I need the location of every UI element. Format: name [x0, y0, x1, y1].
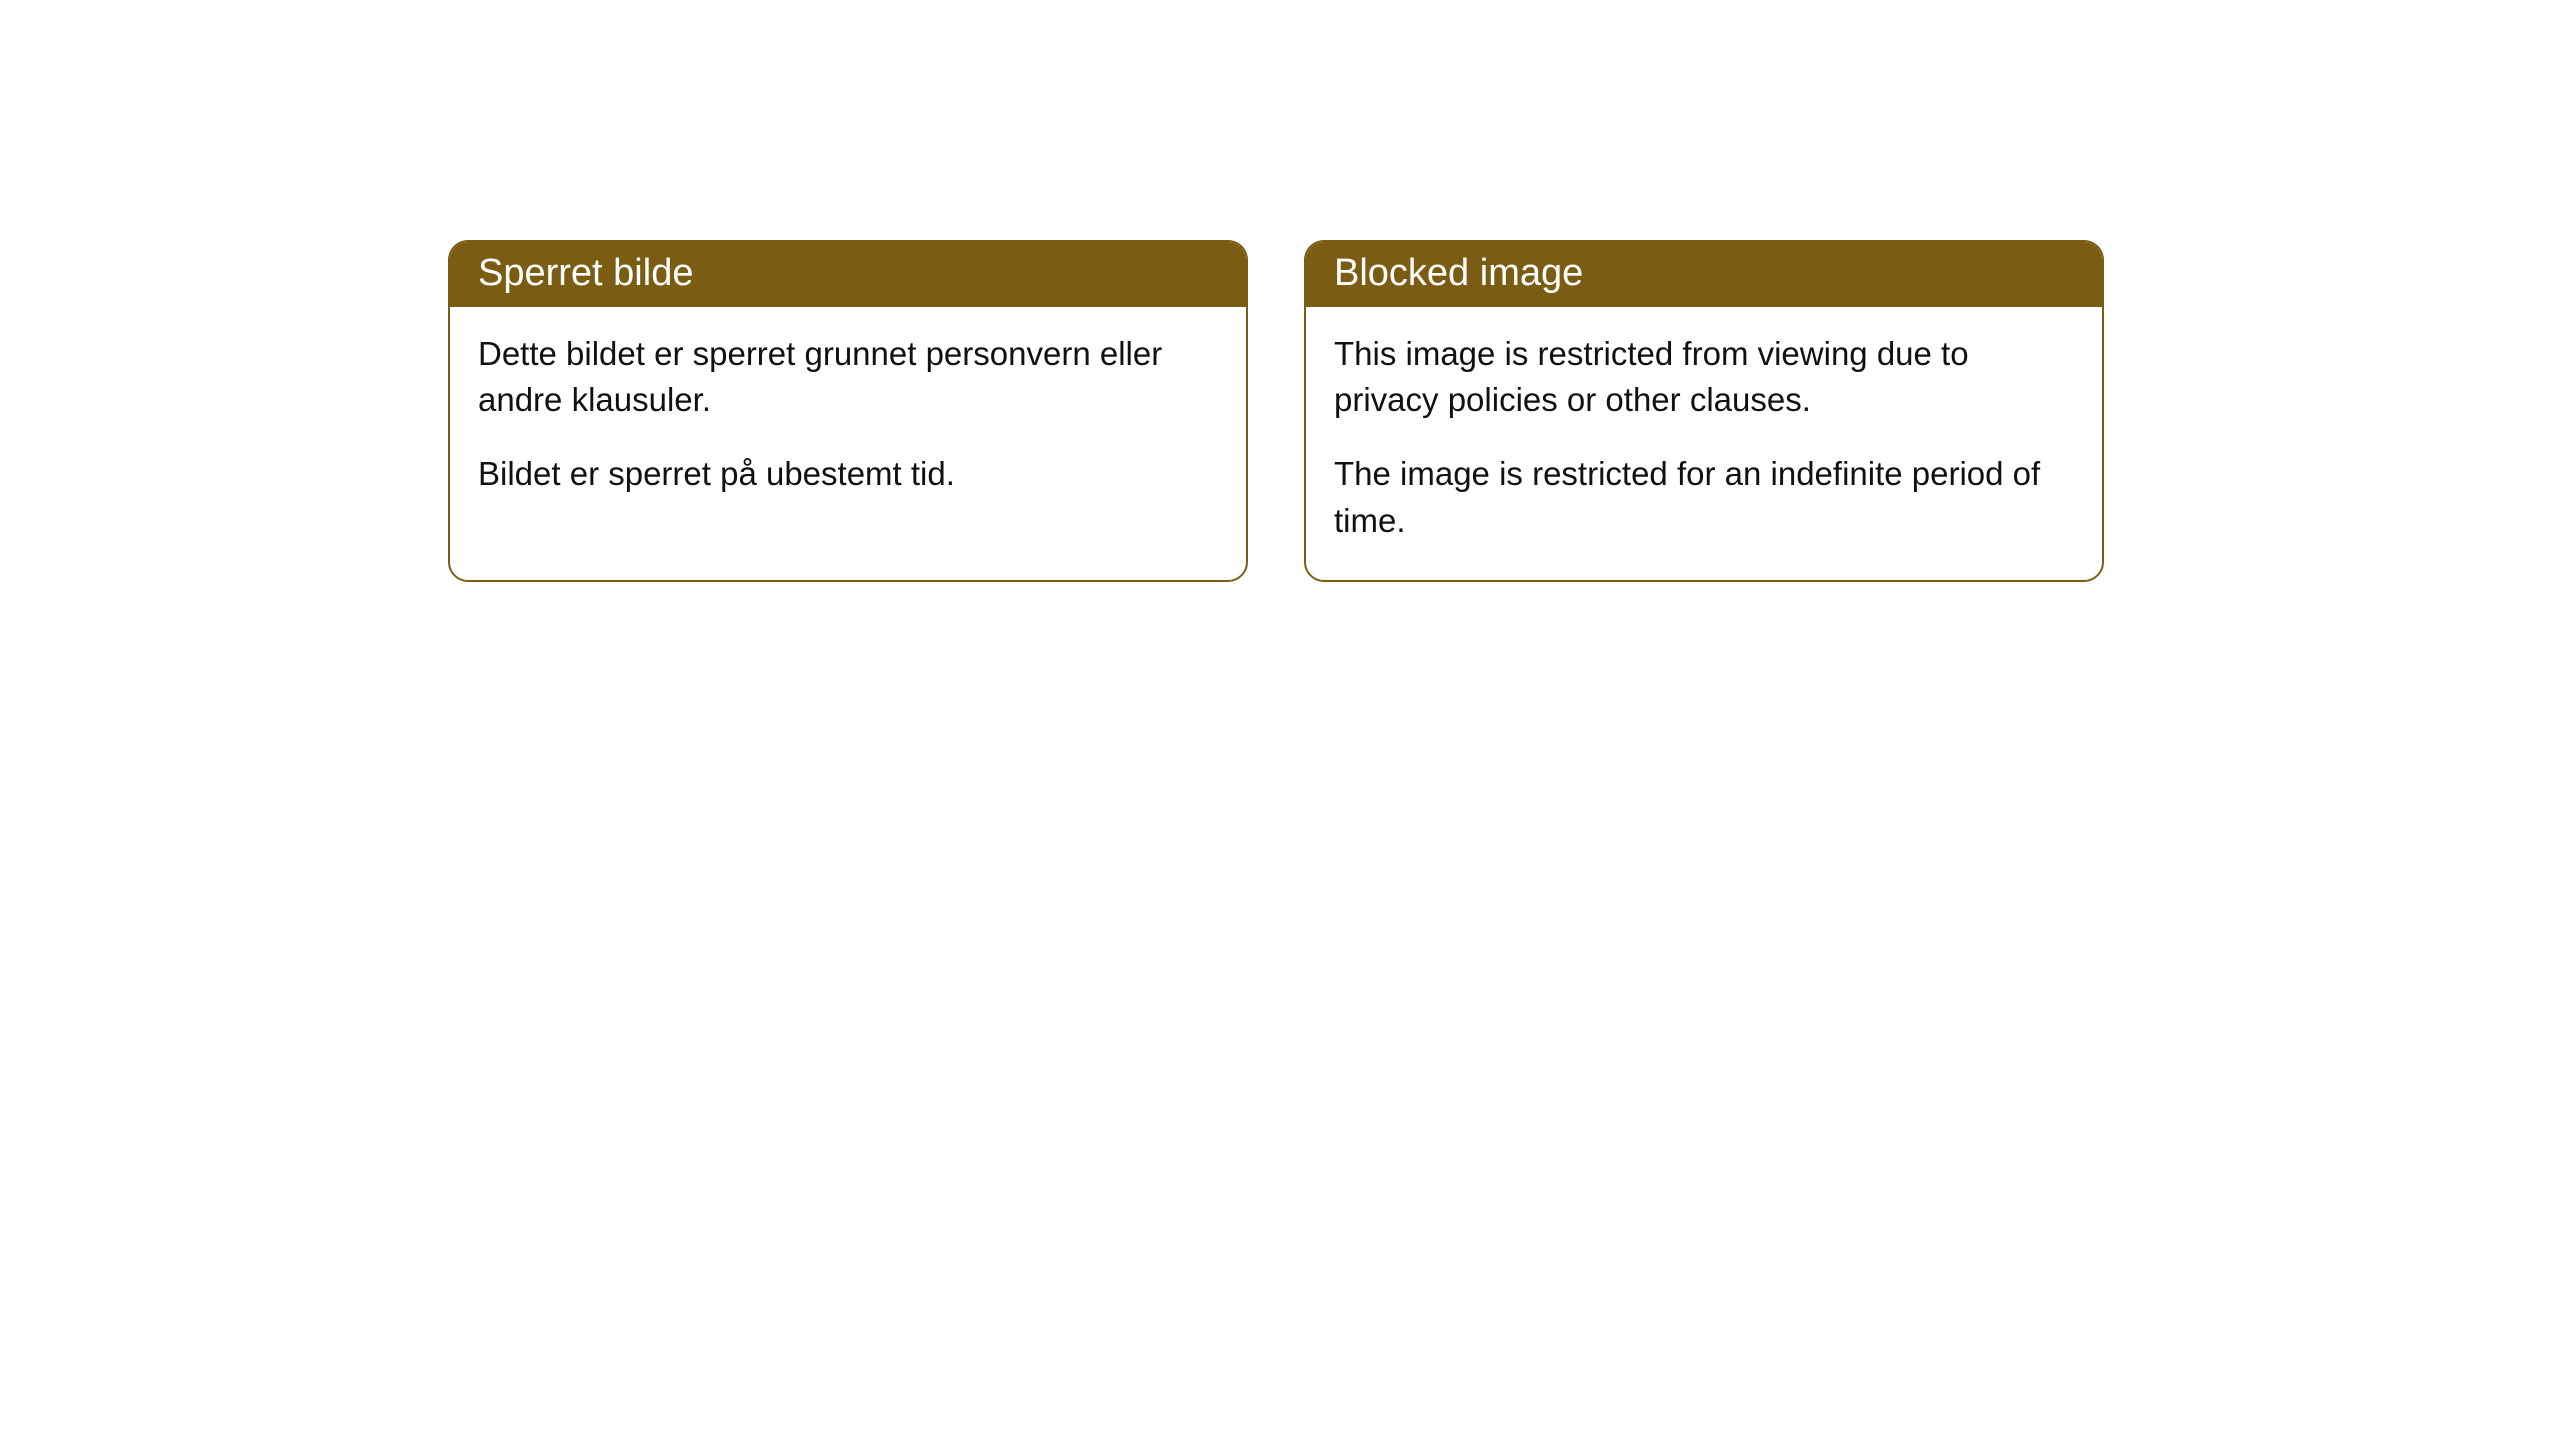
card-paragraph: Dette bildet er sperret grunnet personve…	[478, 331, 1218, 423]
card-paragraph: The image is restricted for an indefinit…	[1334, 451, 2074, 543]
notice-cards-container: Sperret bilde Dette bildet er sperret gr…	[448, 240, 2104, 582]
blocked-image-card-norwegian: Sperret bilde Dette bildet er sperret gr…	[448, 240, 1248, 582]
card-paragraph: This image is restricted from viewing du…	[1334, 331, 2074, 423]
card-body: This image is restricted from viewing du…	[1306, 307, 2102, 580]
card-paragraph: Bildet er sperret på ubestemt tid.	[478, 451, 1218, 497]
card-body: Dette bildet er sperret grunnet personve…	[450, 307, 1246, 534]
blocked-image-card-english: Blocked image This image is restricted f…	[1304, 240, 2104, 582]
card-header: Sperret bilde	[450, 242, 1246, 307]
card-header: Blocked image	[1306, 242, 2102, 307]
